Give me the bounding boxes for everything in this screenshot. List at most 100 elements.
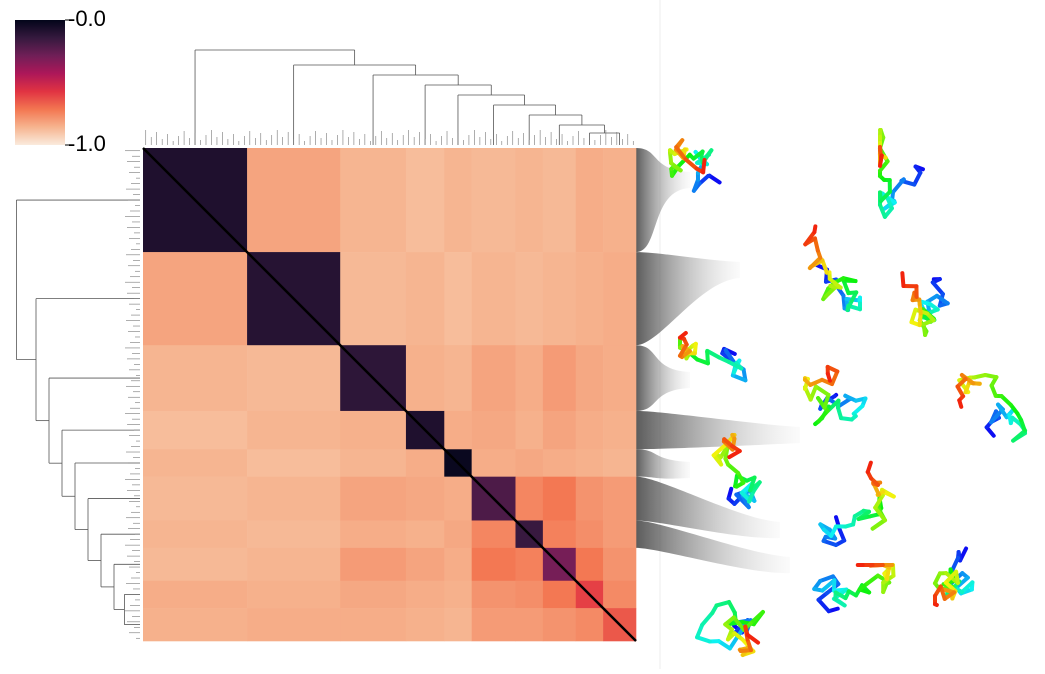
protein-segment — [820, 576, 833, 581]
heatmap-cell — [143, 608, 247, 641]
protein-segment — [832, 371, 837, 384]
heatmap-cell — [247, 581, 340, 609]
protein-segment — [893, 179, 904, 192]
heatmap-cell — [406, 520, 445, 548]
protein-segment — [880, 156, 882, 166]
heatmap-cell — [143, 449, 247, 477]
heatmap-cell — [515, 548, 543, 581]
heatmap-cell — [603, 581, 636, 609]
heatmap-cell — [444, 548, 472, 581]
heatmap-cell — [543, 148, 576, 252]
heatmap-cell — [406, 148, 445, 252]
heatmap-cell — [247, 548, 340, 581]
heatmap-cell — [472, 581, 516, 609]
ribbons — [636, 148, 800, 573]
protein-segment — [680, 333, 686, 338]
heatmap-cell — [340, 477, 406, 521]
heatmap-cell — [247, 477, 340, 521]
heatmap-cell — [543, 252, 576, 345]
heatmap-cell — [576, 148, 604, 252]
heatmap-cell — [247, 411, 340, 450]
heatmap-cell — [406, 449, 445, 477]
protein-segment — [868, 463, 871, 472]
heatmap-cell — [247, 608, 340, 641]
heatmap-cell — [444, 252, 472, 345]
ribbon — [636, 449, 690, 478]
heatmap-cell — [603, 477, 636, 521]
heatmap-cell — [247, 345, 340, 411]
heatmap-cell — [143, 345, 247, 411]
heatmap-cell — [515, 345, 543, 411]
heatmap-cell — [472, 449, 516, 477]
heatmap-cell — [444, 520, 472, 548]
heatmap-cell — [472, 520, 516, 548]
protein-segment — [729, 451, 739, 457]
protein-segment — [935, 604, 937, 605]
heatmap-cell — [444, 148, 472, 252]
heatmap-cell — [143, 411, 247, 450]
protein-segment — [703, 160, 704, 172]
heatmap-cell — [543, 520, 576, 548]
heatmap-cell — [576, 477, 604, 521]
heatmap-cell — [515, 411, 543, 450]
protein-segment — [873, 520, 885, 528]
heatmap-cell — [444, 345, 472, 411]
heatmap-cell — [406, 548, 445, 581]
heatmap-cell — [543, 449, 576, 477]
heatmap-cell — [247, 449, 340, 477]
heatmap-cell — [340, 520, 406, 548]
heatmap-cell — [603, 520, 636, 548]
heatmap-cell — [406, 345, 445, 411]
protein-segment — [697, 625, 702, 637]
colorbar — [15, 20, 65, 145]
protein-segment — [952, 558, 958, 571]
heatmap-cell — [603, 252, 636, 345]
heatmap-cell — [515, 608, 543, 641]
protein-segment — [933, 282, 943, 294]
heatmap-cell — [406, 608, 445, 641]
ribbon — [636, 252, 740, 345]
heatmap-cell — [247, 148, 340, 252]
protein-segment — [686, 159, 697, 168]
heatmap-cell — [340, 411, 406, 450]
protein-structures — [670, 130, 1025, 655]
heatmap-cell — [576, 252, 604, 345]
heatmap-cell — [576, 608, 604, 641]
colorbar-label: -1.0 — [68, 131, 106, 156]
protein-segment — [819, 600, 829, 611]
heatmap-cell — [444, 477, 472, 521]
heatmap-cell — [406, 477, 445, 521]
heatmap-cell — [603, 449, 636, 477]
protein-segment — [814, 226, 815, 232]
heatmap-cell — [247, 520, 340, 548]
heatmap-cell — [576, 411, 604, 450]
heatmap-cell — [340, 148, 406, 252]
heatmap-cell — [472, 608, 516, 641]
heatmap-cell — [406, 252, 445, 345]
heatmap-cell — [515, 252, 543, 345]
heatmap-cell — [515, 148, 543, 252]
heatmap-cell — [603, 411, 636, 450]
heatmap-cell — [340, 608, 406, 641]
heatmap-cell — [543, 608, 576, 641]
protein-segment — [816, 387, 829, 395]
heatmap-cell — [444, 608, 472, 641]
heatmap-cell — [543, 477, 576, 521]
colorbar-label: -0.0 — [68, 6, 106, 31]
heatmap-cell — [472, 411, 516, 450]
heatmap-cell — [143, 548, 247, 581]
heatmap-cell — [406, 581, 445, 609]
protein-segment — [702, 613, 712, 625]
heatmap-cell — [143, 252, 247, 345]
heatmap-cell — [340, 449, 406, 477]
heatmap-cell — [576, 548, 604, 581]
heatmap-cell — [603, 148, 636, 252]
heatmap-cell — [143, 477, 247, 521]
heatmap-cell — [340, 252, 406, 345]
heatmap-cell — [576, 345, 604, 411]
heatmap-cell — [340, 581, 406, 609]
heatmap-cell — [472, 345, 516, 411]
heatmap-cell — [143, 581, 247, 609]
heatmap-cell — [515, 581, 543, 609]
